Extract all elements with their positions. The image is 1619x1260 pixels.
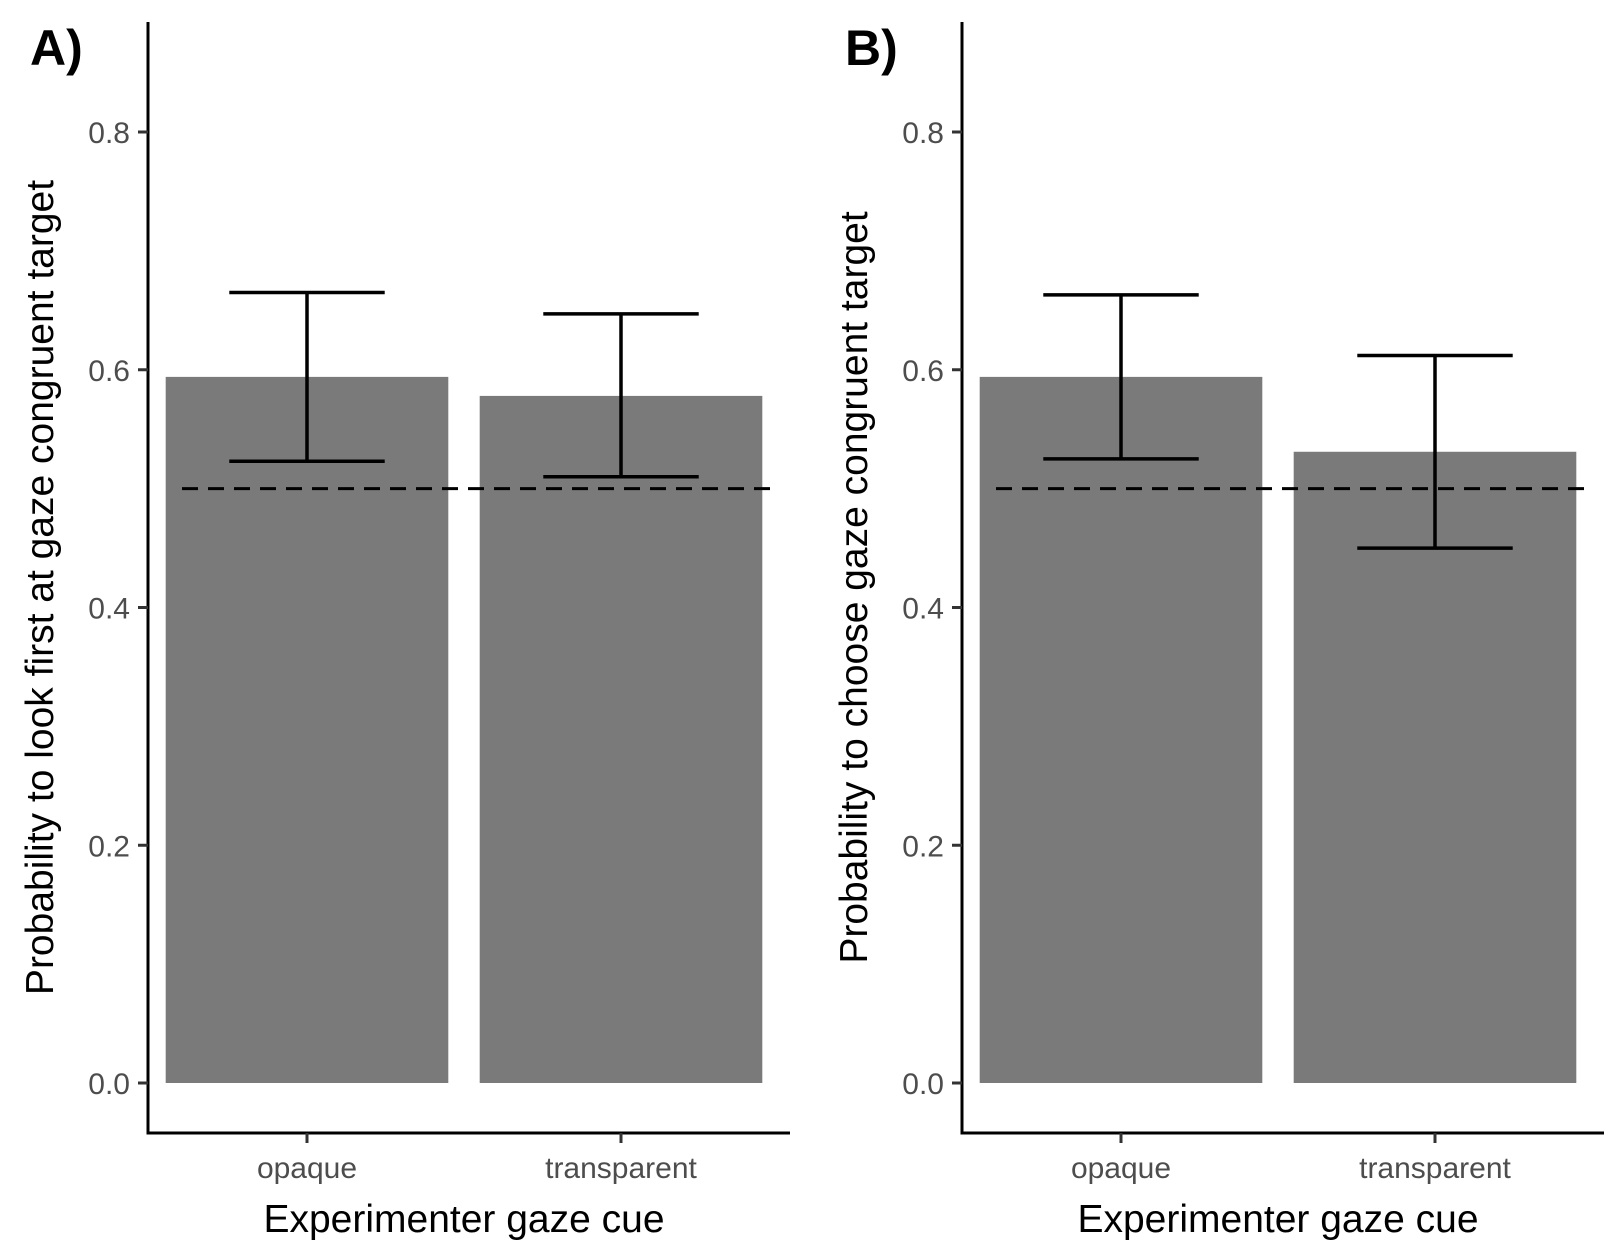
panel-label: B) xyxy=(845,20,898,76)
y-tick-label: 0.0 xyxy=(88,1068,130,1101)
panel-b: B) 0.0 0.2 0.4 0.6 0.8 opaque transparent Experi… xyxy=(833,20,1604,1241)
y-tick-label: 0.2 xyxy=(902,830,944,863)
y-tick-label: 0.2 xyxy=(88,830,130,863)
panel-label: A) xyxy=(30,20,83,76)
bar-opaque xyxy=(979,376,1263,1083)
x-axis-title: Experimenter gaze cue xyxy=(1077,1198,1478,1241)
y-tick-label: 0.6 xyxy=(902,355,944,388)
error-bar-opaque xyxy=(1043,293,1199,461)
y-axis-title: Probability to choose gaze congruent tar… xyxy=(833,211,876,963)
error-bar-transparent xyxy=(1357,353,1513,550)
error-bar-opaque xyxy=(229,290,385,464)
x-tick-label-transparent: transparent xyxy=(545,1152,697,1185)
x-tick-label-opaque: opaque xyxy=(257,1152,357,1185)
bar-transparent xyxy=(479,395,763,1084)
bar-transparent xyxy=(1293,451,1577,1083)
y-tick-label: 0.4 xyxy=(902,593,944,626)
x-tick-label-opaque: opaque xyxy=(1071,1152,1171,1185)
y-tick-label: 0.0 xyxy=(902,1068,944,1101)
panel-a: A) 0.0 0.2 0.4 0.6 0.8 opaque transparent Experi… xyxy=(19,20,790,1241)
y-tick-label: 0.4 xyxy=(88,593,130,626)
bar-opaque xyxy=(165,376,449,1083)
y-axis-title: Probability to look first at gaze congru… xyxy=(19,180,62,995)
error-bar-transparent xyxy=(543,312,699,479)
x-axis-title: Experimenter gaze cue xyxy=(263,1198,664,1241)
y-tick-label: 0.6 xyxy=(88,355,130,388)
x-tick-label-transparent: transparent xyxy=(1359,1152,1511,1185)
y-tick-label: 0.8 xyxy=(902,117,944,150)
y-tick-label: 0.8 xyxy=(88,117,130,150)
